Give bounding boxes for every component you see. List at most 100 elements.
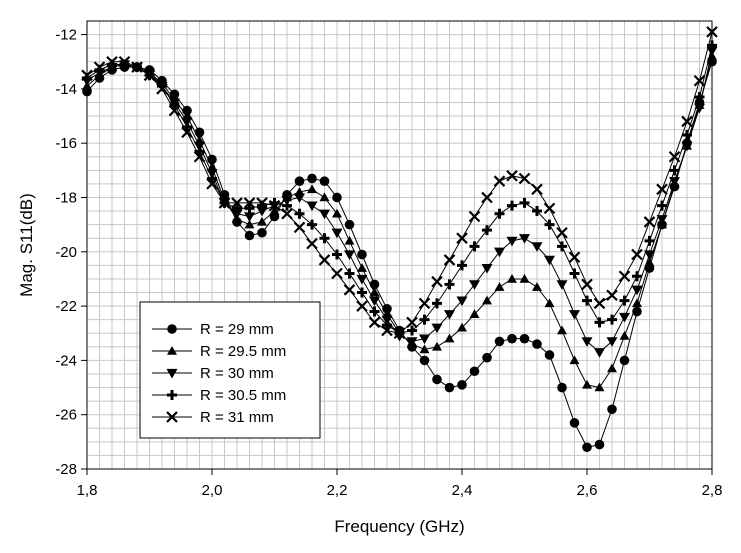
- data-point: [344, 235, 355, 245]
- y-axis-label: Mag. S11(dB): [17, 193, 36, 297]
- data-point: [444, 310, 455, 320]
- data-point: [519, 333, 530, 344]
- data-point: [518, 172, 531, 185]
- data-point: [369, 296, 380, 307]
- data-point: [544, 350, 555, 360]
- data-point: [532, 282, 542, 291]
- data-point: [531, 242, 543, 252]
- data-point: [306, 237, 318, 250]
- series-1: [82, 56, 717, 453]
- data-point: [457, 260, 467, 271]
- data-point: [418, 297, 431, 310]
- data-point: [369, 287, 380, 297]
- data-point: [631, 248, 643, 261]
- data-point: [469, 280, 480, 290]
- data-point: [544, 298, 555, 308]
- legend-marker: [167, 346, 177, 355]
- x-tick-label: 2,2: [327, 482, 348, 499]
- data-point: [244, 203, 255, 214]
- data-point: [419, 314, 430, 325]
- data-point: [682, 130, 692, 141]
- data-point: [494, 282, 505, 291]
- data-point: [482, 352, 492, 363]
- data-point: [669, 165, 680, 176]
- data-point: [231, 209, 243, 220]
- data-point: [331, 267, 343, 280]
- data-point: [569, 310, 580, 320]
- data-point: [406, 337, 418, 347]
- y-tick-label: -14: [55, 81, 77, 98]
- data-point: [594, 439, 605, 450]
- data-point: [431, 323, 443, 334]
- data-point: [506, 236, 518, 247]
- data-point: [332, 192, 342, 203]
- data-point: [693, 74, 706, 87]
- data-point: [419, 355, 430, 366]
- data-point: [206, 178, 218, 190]
- data-point: [444, 382, 455, 393]
- data-point: [582, 442, 592, 453]
- data-point: [357, 287, 367, 298]
- data-point: [568, 251, 581, 263]
- data-point: [593, 297, 606, 310]
- y-tick-label: -18: [55, 189, 77, 206]
- legend-label: R = 29 mm: [200, 321, 274, 338]
- data-point: [619, 355, 630, 366]
- data-point: [319, 192, 330, 202]
- y-tick-label: -20: [55, 244, 77, 261]
- data-point: [344, 219, 355, 230]
- data-point: [569, 418, 580, 428]
- data-point: [319, 176, 330, 186]
- data-point: [319, 233, 330, 244]
- data-point: [356, 274, 368, 285]
- data-point: [432, 341, 442, 351]
- y-tick-label: -12: [55, 27, 77, 44]
- legend-marker: [166, 368, 178, 379]
- data-point: [456, 232, 468, 244]
- data-point: [156, 83, 168, 95]
- data-point: [294, 176, 305, 186]
- data-point: [507, 333, 517, 344]
- data-point: [569, 355, 580, 365]
- data-point: [557, 382, 567, 393]
- series-5: [81, 26, 718, 340]
- data-point: [469, 309, 480, 318]
- y-tick-label: -24: [55, 352, 77, 369]
- data-point: [368, 316, 381, 329]
- data-point: [256, 206, 268, 217]
- data-point: [494, 336, 505, 347]
- data-point: [618, 270, 631, 283]
- data-point: [407, 325, 417, 336]
- data-point: [619, 330, 630, 340]
- data-point: [606, 289, 618, 302]
- data-point: [607, 314, 617, 325]
- data-point: [168, 104, 181, 117]
- x-axis-label: Frequency (GHz): [334, 517, 464, 536]
- data-point: [481, 191, 493, 204]
- data-point: [357, 249, 367, 260]
- data-point: [544, 255, 555, 266]
- data-point: [631, 285, 643, 296]
- data-point: [332, 208, 342, 218]
- legend-label: R = 30 mm: [200, 365, 274, 382]
- data-point: [594, 348, 605, 358]
- data-point: [307, 184, 317, 194]
- data-point: [619, 295, 630, 306]
- data-point: [344, 250, 355, 261]
- data-point: [532, 339, 542, 349]
- data-point: [306, 201, 318, 212]
- x-tick-label: 2,0: [202, 482, 223, 499]
- data-point: [657, 200, 667, 211]
- data-point: [207, 173, 217, 184]
- data-point: [357, 263, 367, 272]
- data-point: [268, 199, 281, 212]
- x-tick-label: 2,8: [702, 482, 723, 499]
- legend-label: R = 29.5 mm: [200, 343, 286, 360]
- data-point: [382, 320, 392, 331]
- data-point: [393, 327, 406, 340]
- data-point: [481, 263, 493, 274]
- x-tick-label: 1,8: [77, 482, 98, 499]
- data-point: [456, 296, 468, 307]
- data-point: [582, 295, 592, 306]
- data-point: [543, 202, 556, 215]
